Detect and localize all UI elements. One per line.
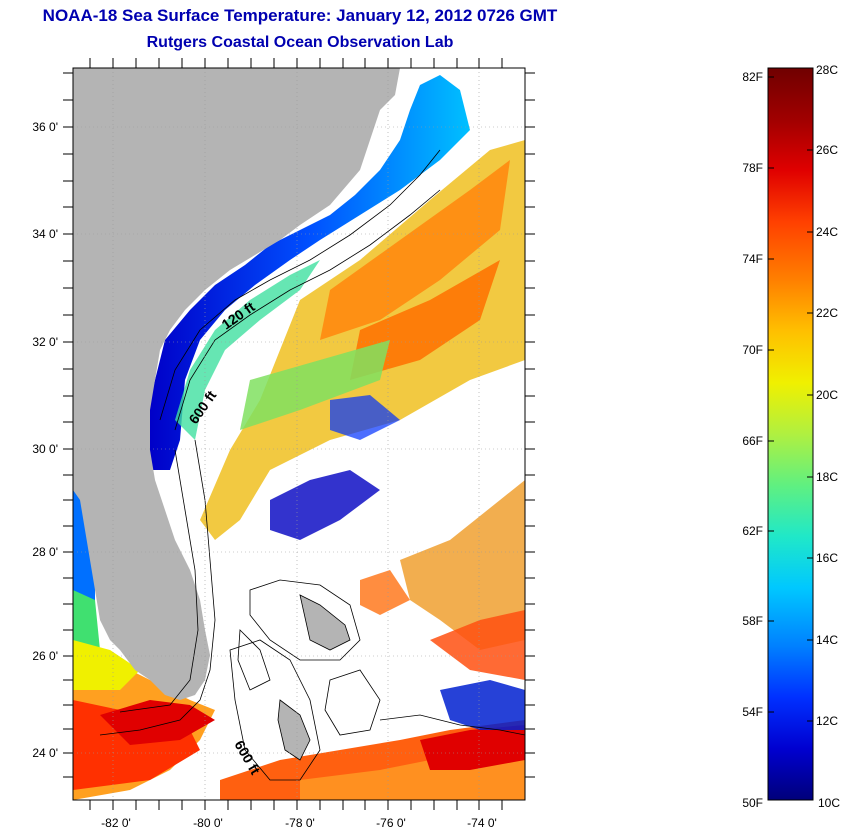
colorbar-c-24: 24C (816, 225, 838, 239)
colorbar (767, 67, 814, 801)
colorbar-f-66: 66F (742, 434, 763, 448)
lon-label-80: -80 0' (193, 816, 223, 830)
map-frame (72, 67, 526, 801)
sst-data-layer (73, 68, 525, 800)
lat-label-30: 30 0' (32, 442, 58, 456)
colorbar-f-62: 62F (742, 524, 763, 538)
land-mass (73, 68, 400, 700)
colorbar-c-28: 28C (816, 63, 838, 77)
lat-label-28: 28 0' (32, 545, 58, 559)
colorbar-f-58: 58F (742, 614, 763, 628)
colorbar-c-20: 20C (816, 388, 838, 402)
lon-label-76: -76 0' (376, 816, 406, 830)
colorbar-f-54: 54F (742, 705, 763, 719)
map-title: NOAA-18 Sea Surface Temperature: January… (42, 6, 558, 25)
colorbar-f-70: 70F (742, 343, 763, 357)
colorbar-c-12: 12C (816, 714, 838, 728)
lat-label-34: 34 0' (32, 227, 58, 241)
colorbar-c-26: 26C (816, 143, 838, 157)
colorbar-f-78: 78F (742, 161, 763, 175)
lon-label-82: -82 0' (101, 816, 131, 830)
lat-label-24: 24 0' (32, 746, 58, 760)
lon-label-74: -74 0' (467, 816, 497, 830)
colorbar-f-74: 74F (742, 252, 763, 266)
colorbar-c-14: 14C (816, 633, 838, 647)
lon-label-78: -78 0' (285, 816, 315, 830)
map-subtitle: Rutgers Coastal Ocean Observation Lab (146, 34, 454, 51)
lat-label-36: 36 0' (32, 120, 58, 134)
graticule (73, 68, 525, 800)
colorbar-f-82: 82F (742, 70, 763, 84)
colorbar-f-50: 50F (742, 796, 763, 810)
colorbar-c-22: 22C (816, 306, 838, 320)
colorbar-ticks (768, 76, 813, 722)
lat-label-26: 26 0' (32, 649, 58, 663)
colorbar-c-18: 18C (816, 470, 838, 484)
colorbar-c-16: 16C (816, 551, 838, 565)
colorbar-c-10: 10C (818, 796, 840, 810)
axis-ticks (63, 58, 535, 810)
lat-label-32: 32 0' (32, 335, 58, 349)
